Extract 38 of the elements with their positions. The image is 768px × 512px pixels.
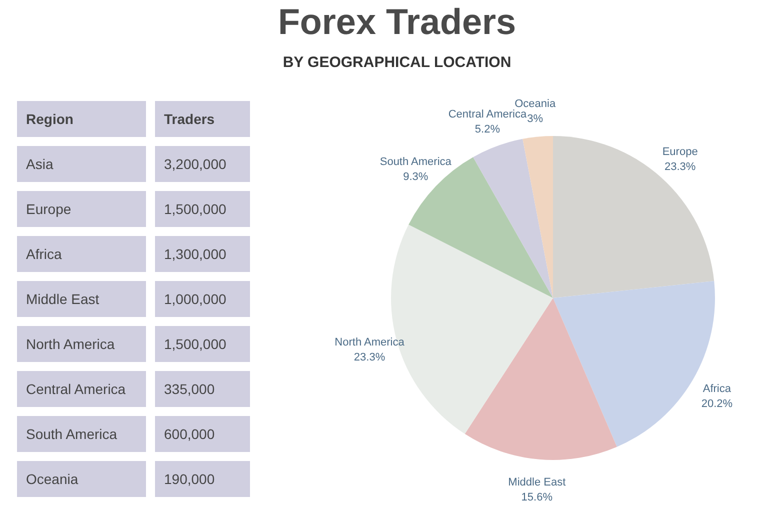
slice-label: Oceania bbox=[514, 98, 556, 110]
data-label: 600,000 bbox=[164, 426, 215, 442]
category-label: Central America bbox=[26, 381, 126, 397]
pie-slice bbox=[522, 136, 553, 298]
data-label: 1,500,000 bbox=[164, 336, 226, 352]
data-label: 5.2% bbox=[474, 124, 500, 136]
slice-label: South America bbox=[380, 156, 452, 168]
category-label: Oceania bbox=[26, 471, 78, 487]
data-label: 9.3% bbox=[403, 170, 428, 183]
data-label: 3,200,000 bbox=[164, 156, 226, 172]
pie-slice bbox=[464, 298, 617, 460]
data-label: 23.3% bbox=[354, 351, 386, 364]
pie-slice bbox=[553, 136, 714, 298]
slice-label: Africa bbox=[702, 383, 732, 396]
category-label: South America bbox=[26, 426, 118, 442]
data-label: 15.6% bbox=[521, 491, 553, 504]
category-label: Middle East bbox=[26, 291, 100, 307]
slice-label: Middle East bbox=[508, 476, 566, 488]
data-label: 23.3% bbox=[664, 160, 696, 173]
slice-label: North America bbox=[334, 336, 406, 348]
data-label: 1,500,000 bbox=[164, 201, 226, 217]
data-label: 190,000 bbox=[164, 471, 215, 487]
slice-label: Europe bbox=[662, 146, 698, 158]
category-label: Asia bbox=[26, 156, 54, 172]
category-label: Africa bbox=[26, 246, 62, 262]
data-label: 1,300,000 bbox=[164, 246, 226, 262]
data-label: 335,000 bbox=[164, 381, 215, 397]
text: Region bbox=[26, 111, 74, 127]
chart-subtitle: BY GEOGRAPHICAL LOCATION bbox=[282, 54, 512, 71]
chart-title: Forex Traders bbox=[278, 1, 516, 42]
data-label: 1,000,000 bbox=[164, 291, 226, 307]
category-label: North America bbox=[26, 336, 115, 352]
data-label: 3% bbox=[527, 112, 544, 125]
data-label: 20.2% bbox=[701, 398, 733, 410]
slice-label: Central America bbox=[448, 108, 528, 121]
pie-slice bbox=[473, 138, 553, 298]
category-label: Europe bbox=[26, 201, 72, 217]
text: Traders bbox=[164, 111, 215, 127]
